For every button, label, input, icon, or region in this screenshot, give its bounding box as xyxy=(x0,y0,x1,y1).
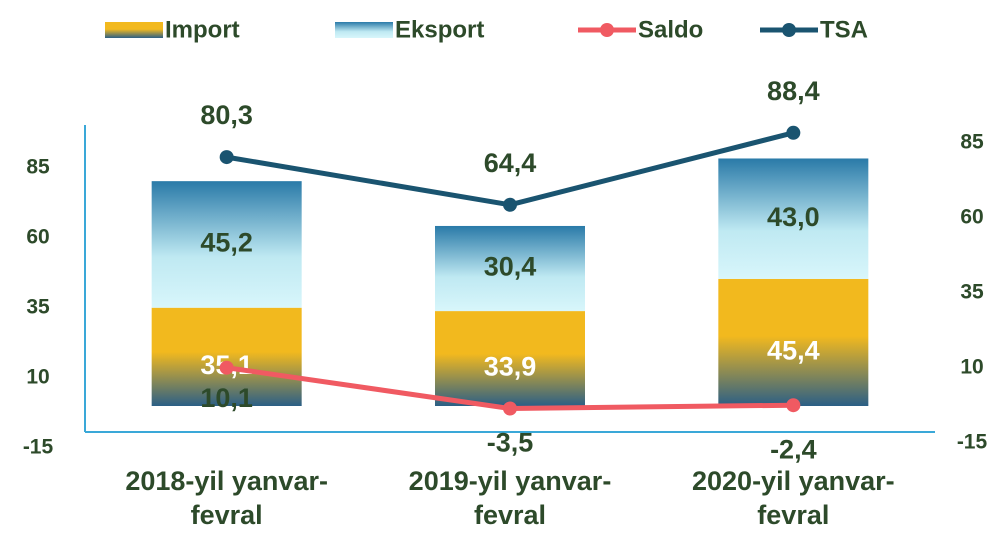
bar-label: 45,4 xyxy=(767,336,820,366)
bar-label: 43,0 xyxy=(767,202,820,232)
point xyxy=(786,398,801,413)
legend-label: Eksport xyxy=(395,16,484,43)
y2-tick-label: 60 xyxy=(960,206,983,229)
bar-eksport xyxy=(151,181,302,308)
legend-label: Import xyxy=(165,16,240,43)
legend-swatch xyxy=(600,23,614,37)
point-label: 88,4 xyxy=(767,76,820,106)
point-label: -2,4 xyxy=(770,434,817,464)
point-label: 80,3 xyxy=(200,100,253,130)
y2-tick-label: 85 xyxy=(960,131,984,154)
legend-label: TSA xyxy=(820,16,868,43)
y2-tick-label: -15 xyxy=(957,431,988,454)
x-tick-label: 2018-yil yanvar-fevral xyxy=(125,466,328,530)
legend-swatch xyxy=(335,22,393,38)
y-tick-label: 35 xyxy=(26,296,50,319)
legend-swatch xyxy=(782,23,796,37)
y-tick-label: -15 xyxy=(23,436,54,459)
y2-tick-label: 35 xyxy=(960,281,984,304)
point-label: 64,4 xyxy=(484,148,537,178)
point-label: -3,5 xyxy=(487,428,534,458)
y-tick-label: 60 xyxy=(26,226,49,249)
bar-label: 33,9 xyxy=(484,352,537,382)
y-tick-label: 10 xyxy=(26,366,49,389)
point xyxy=(219,360,234,375)
point xyxy=(219,150,234,165)
bar-import xyxy=(718,278,869,406)
x-tick-label: 2020-yil yanvar-fevral xyxy=(692,466,895,530)
legend-label: Saldo xyxy=(638,16,703,43)
y-tick-label: 85 xyxy=(26,156,50,179)
point xyxy=(503,401,517,416)
bar-label: 30,4 xyxy=(484,252,537,282)
point xyxy=(503,197,517,212)
bar-eksport xyxy=(435,225,585,312)
bar-import xyxy=(435,311,585,406)
point-label: 10,1 xyxy=(200,383,253,413)
x-tick-label: 2019-yil yanvar-fevral xyxy=(408,466,612,530)
bar-label: 45,2 xyxy=(200,228,253,258)
bar-import xyxy=(151,307,302,406)
y2-tick-label: 10 xyxy=(960,356,983,379)
legend-swatch xyxy=(105,22,163,38)
point xyxy=(786,125,801,140)
bar-eksport xyxy=(718,158,869,279)
